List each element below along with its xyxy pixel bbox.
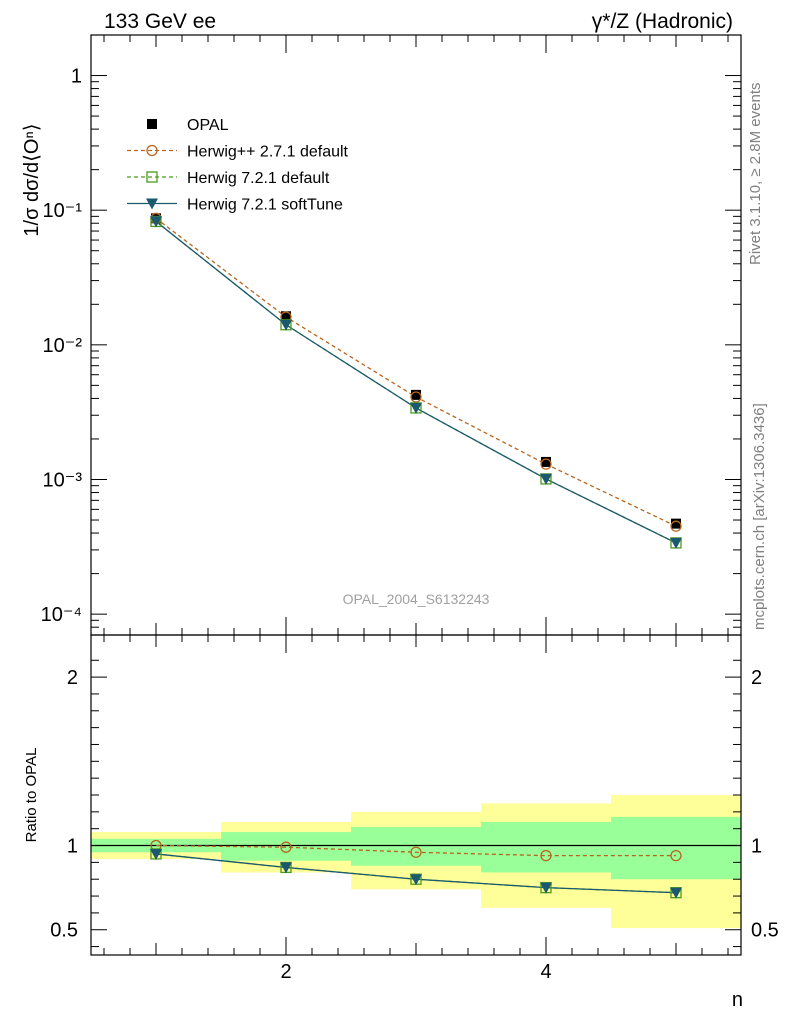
ratio-series-0-point: [280, 841, 292, 853]
ratio-series-2-point: [670, 887, 682, 899]
main-series-3-point: [150, 216, 162, 228]
legend-marker-2: [146, 171, 158, 183]
main-series-line-3: [155, 220, 677, 544]
y-tick-label: 1: [71, 66, 82, 88]
ratio-panel: 2 4 0.5 0.5 1 1 2 2: [50, 634, 779, 983]
header-right: γ*/Z (Hadronic): [592, 10, 733, 33]
main-series-3-point: [540, 473, 552, 485]
rivet-version-label: Rivet 3.1.10, ≥ 2.8M events: [747, 83, 764, 266]
ratio-series-0-point: [410, 846, 422, 858]
main-series-3-point: [670, 537, 682, 549]
main-series-3-point: [280, 319, 292, 331]
main-panel: 10⁻⁴ 10⁻³ 10⁻² 10⁻¹ 1: [41, 34, 742, 636]
ratio-series-2-point: [540, 882, 552, 894]
main-series-0-point: [541, 456, 551, 467]
ratio-series-2-point: [410, 874, 422, 886]
green-band-bin-3: [351, 827, 481, 866]
main-series-0-point: [281, 311, 291, 322]
y-tick-label: 10⁻⁴: [41, 604, 82, 626]
main-series-1-point: [410, 391, 422, 403]
legend-label-3: Herwig 7.2.1 softTune: [187, 197, 343, 214]
legend-label-2: Herwig 7.2.1 default: [187, 170, 330, 187]
ratio-series-2-point: [150, 848, 162, 860]
ratio-series-0-point: [540, 849, 552, 862]
legend: OPAL Herwig++ 2.7.1 default Herwig 7.2.1 d…: [127, 117, 349, 214]
legend-marker-1: [146, 144, 158, 157]
legend-marker-0: [147, 119, 157, 129]
analysis-watermark: OPAL_2004_S6132243: [343, 591, 490, 607]
ratio-series-2-point: [280, 862, 292, 874]
main-series-1-point: [540, 458, 552, 470]
green-band-bin-4: [481, 821, 611, 873]
legend-marker-3: [146, 198, 158, 210]
ratio-ylabel: Ratio to OPAL: [23, 748, 40, 843]
header-left: 133 GeV ee: [104, 10, 216, 33]
legend-label-1: Herwig++ 2.7.1 default: [187, 144, 349, 161]
main-series-1-point: [670, 520, 682, 532]
ratio-y-tick-label-right: 0.5: [751, 920, 779, 942]
legend-label-0: OPAL: [187, 117, 229, 134]
ratio-series-line-0: [155, 844, 676, 857]
mcplots-label: mcplots.cern.ch [arXiv:1306.3436]: [751, 403, 768, 630]
ratio-y-tick-label: 0.5: [50, 920, 78, 942]
main-series-0-point: [411, 389, 421, 400]
y-tick-label: 10⁻¹: [43, 200, 83, 222]
main-series-line-2: [155, 220, 677, 544]
ratio-y-tick-label-right: 1: [751, 836, 762, 858]
ratio-y-tick-label-right: 2: [751, 667, 762, 689]
y-tick-label: 10⁻²: [43, 335, 83, 357]
x-tick-label: 4: [540, 961, 551, 983]
x-axis-label: n: [732, 989, 743, 1011]
ratio-y-tick-label: 2: [67, 667, 78, 689]
main-series-line-1: [155, 217, 677, 527]
ratio-series-0-point: [670, 849, 682, 862]
green-band-bin-5: [611, 816, 741, 880]
main-series-3-point: [410, 402, 422, 414]
main-ylabel: 1/σ dσ/d⟨Oⁿ⟩: [21, 123, 43, 236]
x-tick-label: 2: [280, 961, 291, 983]
ratio-y-tick-label: 1: [67, 836, 78, 858]
main-series-0-point: [671, 518, 681, 529]
y-tick-label: 10⁻³: [43, 469, 83, 491]
